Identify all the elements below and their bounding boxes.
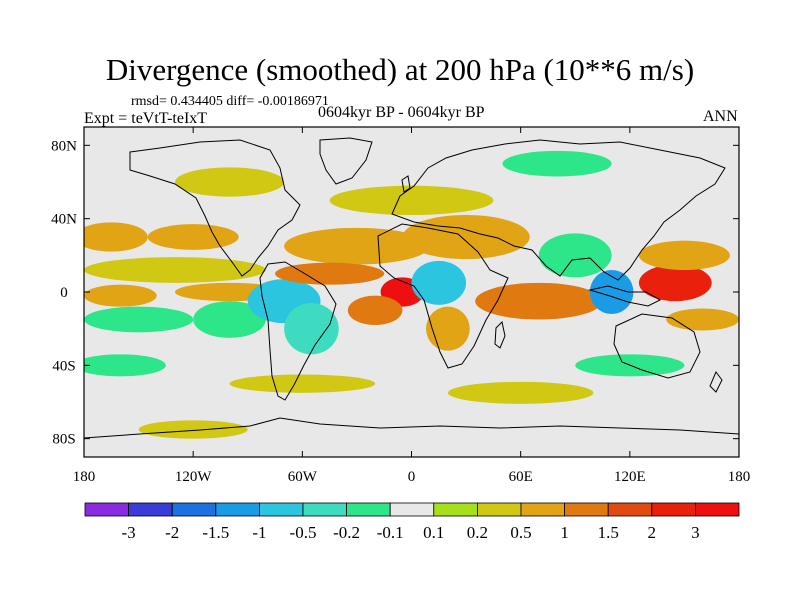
colorbar-label: 1.5 (598, 523, 619, 542)
field-contour-14 (426, 306, 470, 351)
field-contour-21 (666, 308, 739, 331)
lat-tick-label: 40N (51, 212, 77, 228)
field-contour-29 (84, 354, 166, 377)
colorbar-label: 0.1 (423, 523, 444, 542)
lat-tick-label: 80S (52, 432, 75, 448)
colorbar-swatch (346, 502, 391, 517)
lat-tick-label: 0 (60, 285, 68, 301)
divergence-field (84, 150, 739, 439)
colorbar-label: -1.5 (202, 523, 229, 542)
stats-line: rmsd= 0.434405 diff= -0.00186971 (131, 94, 329, 109)
colorbar-label: 0.2 (467, 523, 488, 542)
colorbar-swatch (215, 502, 260, 517)
colorbar-label: 0.5 (510, 523, 531, 542)
colorbar-swatch (476, 502, 522, 517)
lon-tick-label: 60E (509, 469, 533, 485)
colorbar-label: -1 (252, 523, 266, 542)
colorbar-label: 1 (560, 523, 569, 542)
field-contour-9 (284, 227, 430, 265)
page-title: Divergence (smoothed) at 200 hPa (10**6 … (105, 52, 695, 87)
field-contour-19 (638, 264, 712, 302)
coastline-madagascar (494, 320, 506, 349)
coastline-south-america (259, 261, 337, 401)
colorbar-swatch (433, 502, 478, 517)
field-contour-27 (138, 420, 248, 439)
field-contour-22 (329, 185, 494, 215)
field-contour-12 (347, 295, 403, 326)
colorbar-label: -0.1 (377, 523, 404, 542)
lon-tick-label: 60W (288, 469, 318, 485)
colorbar-swatch (302, 502, 347, 517)
colorbar-swatch (84, 502, 129, 517)
coastline-indonesia (588, 285, 662, 307)
field-contour-1 (147, 224, 239, 250)
field-contour-2 (84, 257, 266, 283)
field-contour-24 (502, 150, 612, 177)
colorbar-label: -2 (165, 523, 179, 542)
lon-tick-label: 180 (728, 469, 751, 485)
period-label: 0604kyr BP - 0604kyr BP (318, 104, 485, 121)
coastline-australia (613, 313, 701, 379)
colorbar-label: -3 (122, 523, 136, 542)
field-contour-20 (638, 240, 730, 270)
colorbar: -3 -2 -1.5 -1 -0.5 -0.2 -0.1 0.1 0.2 0.5 1 1.5 2 3 (84, 502, 740, 542)
colorbar-swatch (607, 502, 653, 517)
coastline-greenland (319, 137, 373, 185)
coastline-new-zealand (709, 371, 723, 393)
lon-tick-label: 180 (73, 469, 96, 485)
colorbar-swatch (695, 502, 740, 517)
colorbar-label: -0.5 (290, 523, 317, 542)
lon-tick-label: 120W (175, 469, 213, 485)
field-contour-23 (174, 167, 285, 197)
colorbar-swatch (564, 502, 609, 517)
season-label: ANN (703, 108, 738, 125)
lat-tick-label: 40S (52, 358, 75, 374)
colorbar-label: -0.2 (333, 523, 360, 542)
colorbar-swatch (258, 502, 304, 517)
coastlines (84, 137, 739, 439)
colorbar-swatch (128, 502, 173, 517)
field-contour-0 (84, 222, 148, 252)
field-contour-8 (284, 303, 339, 355)
field-contour-6 (193, 301, 266, 338)
field-contour-25 (229, 374, 376, 393)
lat-tick-label: 80N (51, 138, 77, 154)
colorbar-label: 3 (691, 523, 700, 542)
experiment-label: Expt = teVtT-teIxT (84, 110, 208, 127)
field-contour-26 (447, 381, 594, 404)
field-contour-16 (475, 282, 603, 320)
lon-tick-label: 0 (408, 469, 416, 485)
colorbar-swatch (171, 502, 217, 517)
field-contour-3 (84, 284, 157, 307)
field-contour-15 (402, 215, 530, 259)
colorbar-swatch (651, 502, 696, 517)
coastline-africa (377, 223, 509, 369)
field-contour-18 (589, 270, 634, 314)
axis-ticks: 180 120W 60W 0 60E 120E 180 80N 40N 0 40S 80S (51, 127, 750, 485)
colorbar-swatch (520, 502, 565, 517)
coastline-antarctica (84, 417, 739, 439)
lon-tick-label: 120E (614, 469, 646, 485)
field-contour-5 (84, 306, 194, 333)
coastline-north-america (129, 139, 301, 277)
colorbar-swatch (389, 502, 435, 517)
field-contour-17 (538, 233, 612, 278)
field-contour-10 (275, 262, 385, 285)
coastline-uk (401, 175, 411, 193)
field-contour-13 (411, 260, 467, 305)
coastline-eurasia (391, 139, 726, 281)
colorbar-label: 2 (648, 523, 657, 542)
